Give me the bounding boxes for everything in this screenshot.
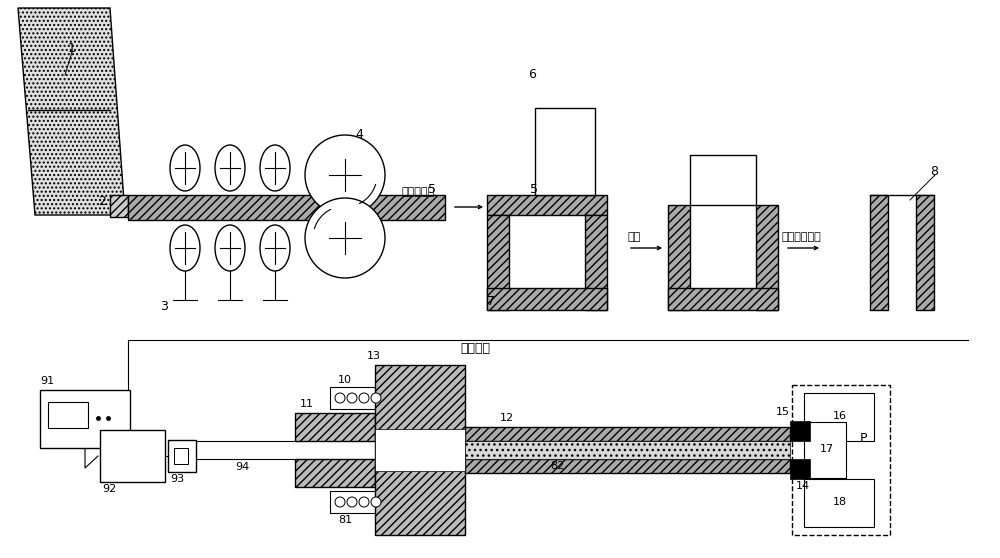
Text: 5: 5 (530, 183, 538, 196)
Circle shape (359, 393, 369, 403)
Text: 热鍛: 热鍛 (628, 232, 641, 242)
Bar (804, 422, 846, 478)
Circle shape (347, 393, 357, 403)
Bar (487, 215, 509, 310)
Text: 12: 12 (500, 413, 514, 423)
Bar (295, 459, 375, 487)
Bar (668, 205, 690, 310)
Circle shape (305, 198, 385, 278)
Text: 11: 11 (300, 399, 314, 409)
Text: 82: 82 (550, 461, 564, 471)
Bar (916, 195, 934, 310)
Ellipse shape (170, 145, 200, 191)
Bar (690, 155, 756, 205)
Text: P: P (860, 432, 868, 445)
Text: 94: 94 (235, 462, 249, 472)
Bar (174, 448, 188, 464)
Bar (465, 459, 790, 473)
Ellipse shape (170, 225, 200, 271)
Bar (168, 440, 196, 472)
Bar (128, 195, 445, 220)
Text: 7: 7 (487, 295, 495, 308)
Ellipse shape (260, 145, 290, 191)
Circle shape (335, 393, 345, 403)
Text: 6: 6 (528, 68, 536, 81)
Text: 93: 93 (170, 474, 184, 484)
Bar (110, 195, 128, 217)
Text: 16: 16 (833, 411, 847, 421)
Bar (330, 491, 390, 513)
Text: 91: 91 (40, 376, 54, 386)
Bar (295, 413, 375, 441)
Bar (375, 429, 465, 471)
Bar (804, 393, 874, 441)
Bar (100, 430, 165, 482)
Text: 拉拔灸粉: 拉拔灸粉 (460, 342, 490, 355)
Circle shape (335, 497, 345, 507)
Text: 92: 92 (102, 484, 116, 494)
Circle shape (347, 497, 357, 507)
Bar (465, 427, 790, 441)
Bar (330, 387, 390, 409)
Text: 8: 8 (930, 165, 938, 178)
Bar (585, 215, 607, 310)
Bar (465, 441, 790, 459)
Text: 切割成圆片: 切割成圆片 (402, 187, 435, 197)
Text: 3: 3 (160, 300, 168, 313)
Bar (790, 459, 810, 479)
Ellipse shape (260, 225, 290, 271)
Text: 14: 14 (796, 481, 810, 491)
Text: 10: 10 (338, 375, 352, 385)
Text: 4: 4 (355, 128, 363, 141)
Text: 1: 1 (68, 42, 76, 55)
Bar (668, 288, 778, 310)
Bar (792, 385, 890, 535)
Text: 切头尾、退火: 切头尾、退火 (782, 232, 822, 242)
Bar (487, 288, 607, 310)
Circle shape (359, 497, 369, 507)
Text: 13: 13 (367, 351, 381, 361)
Circle shape (305, 135, 385, 215)
Bar (375, 365, 465, 535)
Bar (756, 205, 778, 310)
Bar (48, 402, 88, 428)
Bar (487, 195, 607, 215)
Bar (535, 108, 595, 195)
Bar (790, 421, 810, 441)
Text: 18: 18 (833, 497, 847, 507)
Text: 15: 15 (776, 407, 790, 417)
Polygon shape (18, 8, 125, 215)
Bar (40, 390, 130, 448)
Text: 17: 17 (820, 444, 834, 454)
Circle shape (371, 393, 381, 403)
Ellipse shape (215, 145, 245, 191)
Circle shape (371, 497, 381, 507)
Bar (804, 479, 874, 527)
Text: 81: 81 (338, 515, 352, 525)
Text: 5: 5 (428, 183, 436, 196)
Bar (870, 195, 888, 310)
Ellipse shape (215, 225, 245, 271)
Text: 2: 2 (98, 195, 106, 208)
